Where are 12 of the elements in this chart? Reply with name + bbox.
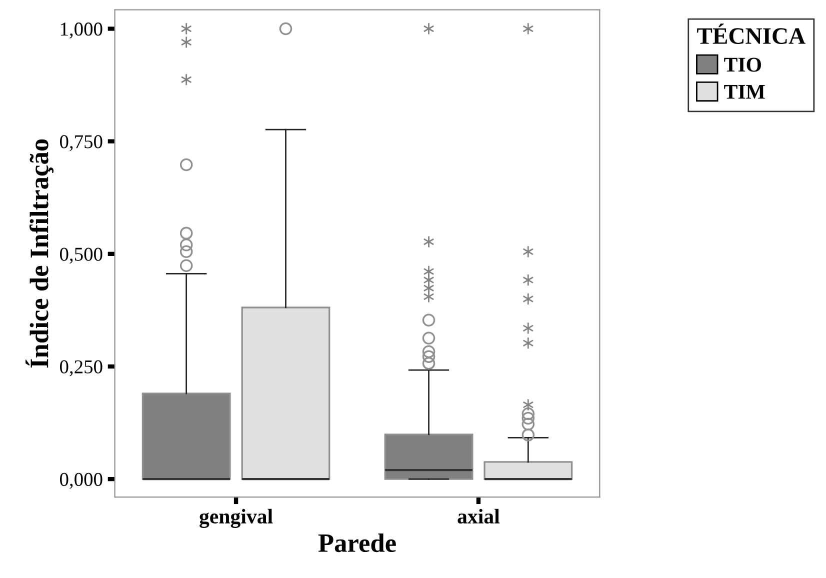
y-tick-label: 0,500 (60, 248, 102, 264)
y-axis-title: Índice de Infiltração (26, 139, 54, 368)
legend-title: TÉCNICA (697, 24, 806, 44)
y-tick-label: 0,750 (60, 135, 102, 152)
y-tick-label: 0,250 (60, 360, 102, 376)
y-tick-label: 1,000 (60, 22, 102, 38)
x-axis-title: Parede (318, 533, 396, 552)
x-tick-label: gengival (200, 508, 273, 528)
x-tick-label: axial (458, 508, 500, 524)
legend-label: TIO (724, 58, 761, 72)
legend-label: TIM (724, 85, 765, 99)
y-tick-label: 0,000 (60, 472, 102, 489)
